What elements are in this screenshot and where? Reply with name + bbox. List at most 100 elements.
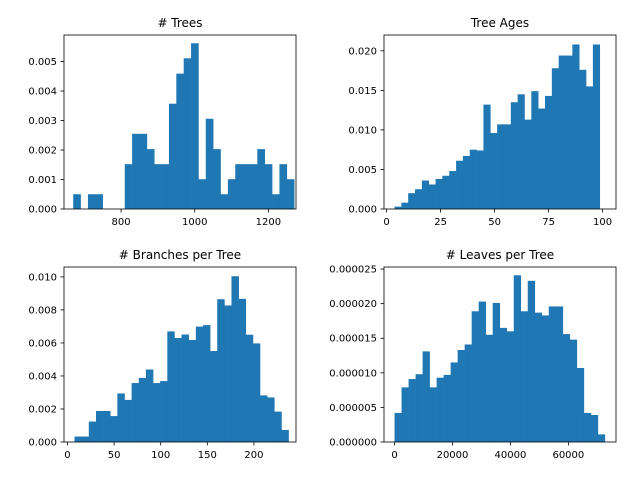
histogram-bar — [497, 124, 505, 209]
histogram-bar — [131, 383, 140, 442]
histogram-bar — [264, 164, 273, 209]
histogram-bar — [572, 44, 580, 209]
histogram-bar — [442, 175, 450, 209]
y-tick-label: 0.002 — [28, 146, 57, 157]
histogram-bar — [195, 326, 204, 442]
histogram-bar — [257, 149, 265, 209]
histogram-bar — [478, 301, 486, 442]
x-tick-label: 0 — [391, 450, 397, 461]
histogram-bar — [74, 436, 83, 442]
y-tick-label: 0.000005 — [329, 403, 377, 414]
y-tick-label: 0.006 — [28, 338, 57, 349]
histogram-bar — [408, 379, 416, 442]
histogram-bar — [541, 315, 550, 442]
histogram-bar — [73, 194, 81, 209]
histogram-bar — [110, 416, 118, 442]
histogram-bar — [476, 150, 484, 209]
x-tick-label: 1200 — [256, 217, 281, 228]
histogram-bar — [81, 436, 90, 442]
x-tick-label: 75 — [542, 217, 555, 228]
x-tick-label: 100 — [151, 450, 170, 461]
histogram-bar — [139, 133, 148, 209]
histogram-bar — [462, 156, 471, 209]
y-tick-label: 0.003 — [28, 116, 57, 127]
y-tick-label: 0.005 — [348, 165, 377, 176]
histogram-bar — [421, 180, 430, 209]
histogram-bar — [267, 397, 275, 442]
subplot-title: # Branches per Tree — [119, 248, 241, 262]
histogram-bar — [562, 334, 571, 442]
histogram-bar — [167, 331, 175, 442]
subplot-title: # Leaves per Tree — [446, 248, 554, 262]
histogram-bar — [188, 339, 197, 442]
histogram-bar — [471, 311, 479, 442]
histogram-bar — [456, 160, 464, 209]
histogram-bar — [558, 55, 566, 210]
y-tick-label: 0.000 — [28, 205, 57, 216]
x-tick-label: 0 — [64, 450, 70, 461]
histogram-bar — [249, 164, 258, 209]
x-tick-label: 0 — [383, 217, 389, 228]
x-tick-label: 20000 — [437, 450, 469, 461]
subplot-leaves-per-tree: 0 20000 40000 60000 0.000000 0.000005 0.000010… — [329, 248, 617, 461]
histogram-bar — [224, 305, 232, 442]
histogram-bar — [168, 103, 177, 209]
histogram-bar — [183, 58, 192, 209]
histogram-bar — [401, 387, 409, 442]
subplot-title: # Trees — [157, 16, 202, 30]
histogram-bar — [524, 119, 532, 209]
histogram-bar — [227, 179, 236, 209]
histogram-bar — [597, 434, 606, 442]
histogram-bar — [492, 302, 501, 442]
histogram-bar — [520, 311, 529, 442]
y-tick-label: 0.001 — [28, 175, 57, 186]
histogram-bar — [565, 55, 573, 210]
histogram-bar — [174, 337, 182, 442]
histogram-bar — [95, 410, 104, 442]
histogram-bar — [286, 179, 295, 209]
x-tick-label: 100 — [593, 217, 612, 228]
histogram-bar — [274, 411, 282, 442]
histogram-bar — [499, 327, 508, 442]
histogram-bar — [124, 164, 133, 209]
x-tick-label: 1000 — [182, 217, 207, 228]
histogram-bar — [408, 193, 416, 209]
histogram-bar — [457, 350, 465, 442]
histogram-bar — [483, 104, 491, 209]
subplot-trees: 800 1000 1200 0.000 0.001 0.002 0.003 0.004 0.00… — [28, 16, 297, 228]
histogram-bar — [590, 415, 599, 442]
y-tick-label: 0.020 — [348, 46, 377, 57]
histogram-bar — [551, 68, 559, 209]
histogram-bar — [132, 133, 140, 209]
histogram-bar — [531, 91, 539, 209]
histogram-bar — [555, 306, 564, 442]
histogram-bar — [401, 202, 409, 209]
histogram-bar — [235, 164, 243, 209]
y-tick-label: 0.000 — [348, 205, 377, 216]
histogram-bar — [153, 383, 161, 442]
histogram-bar — [145, 369, 154, 442]
y-tick-label: 0.000010 — [329, 368, 377, 379]
histogram-bar — [88, 421, 97, 442]
histogram-bar — [517, 94, 525, 209]
x-tick-label: 150 — [198, 450, 217, 461]
axes-frame — [63, 34, 297, 210]
histogram-bar — [220, 194, 229, 209]
histogram-bar — [191, 43, 199, 210]
axes-frame — [383, 266, 617, 443]
histogram-bar — [238, 298, 247, 442]
y-tick-label: 0.000000 — [329, 438, 377, 449]
y-tick-label: 0.004 — [28, 371, 57, 382]
y-tick-label: 0.010 — [348, 125, 377, 136]
histogram-bar — [124, 399, 132, 442]
y-tick-label: 0.000 — [28, 438, 57, 449]
histogram-bar — [422, 351, 430, 442]
histogram-bar — [95, 194, 103, 209]
histogram-bar — [394, 412, 402, 442]
histogram-bar — [506, 331, 515, 442]
x-tick-label: 60000 — [552, 450, 584, 461]
histogram-bar — [569, 339, 578, 442]
histogram-bar — [449, 171, 457, 209]
histogram-bar — [87, 194, 96, 209]
x-tick-label: 800 — [112, 217, 131, 228]
